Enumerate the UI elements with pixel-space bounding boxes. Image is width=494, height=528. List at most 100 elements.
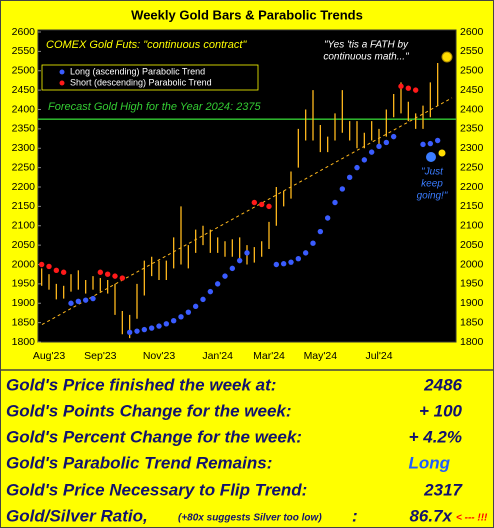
trend-dot bbox=[119, 275, 126, 281]
x-tick-label: May'24 bbox=[304, 350, 338, 362]
trend-dot bbox=[68, 300, 74, 306]
trend-dot bbox=[104, 271, 111, 277]
trend-dot bbox=[38, 261, 45, 268]
y2-tick-label: 2100 bbox=[460, 220, 484, 232]
x-tick-label: Aug'23 bbox=[33, 350, 66, 362]
keep-note: keep bbox=[421, 179, 443, 190]
trend-dot bbox=[324, 215, 331, 221]
y-tick-label: 2500 bbox=[12, 65, 36, 77]
trend-dot bbox=[332, 199, 338, 206]
trend-dot bbox=[280, 261, 287, 267]
trend-dot bbox=[134, 328, 140, 334]
trend-dot bbox=[200, 296, 206, 303]
quote: continuous math..." bbox=[323, 52, 409, 63]
trend-dot bbox=[75, 298, 82, 305]
trend-dot bbox=[207, 288, 214, 295]
legend-label: Short (descending) Parabolic Trend bbox=[70, 77, 212, 87]
y-tick-label: 2600 bbox=[12, 26, 36, 38]
y-tick-label: 1950 bbox=[12, 278, 36, 290]
source-note: COMEX Gold Futs: "continuous contract" bbox=[46, 39, 247, 51]
trend-dot bbox=[295, 255, 302, 262]
stat-label: Gold's Percent Change for the week: bbox=[6, 427, 302, 446]
y2-tick-label: 1900 bbox=[460, 297, 484, 309]
chart-title: Weekly Gold Bars & Parabolic Trends bbox=[131, 7, 363, 22]
ratio-note: (+80x suggests Silver too low) bbox=[178, 513, 322, 524]
trend-dot bbox=[192, 303, 199, 310]
x-tick-label: Nov'23 bbox=[143, 350, 176, 362]
y-tick-label: 2150 bbox=[12, 200, 36, 212]
trend-dot bbox=[288, 259, 294, 265]
trend-line bbox=[41, 97, 453, 326]
y2-tick-label: 2600 bbox=[460, 26, 484, 38]
trend-dot bbox=[420, 141, 426, 148]
y2-tick-label: 2050 bbox=[460, 239, 484, 251]
y-tick-label: 2050 bbox=[12, 239, 36, 251]
trend-dot bbox=[156, 323, 162, 329]
stat-label: Gold's Price Necessary to Flip Trend: bbox=[6, 480, 307, 499]
trend-dot bbox=[310, 240, 316, 246]
stat-value: + 4.2% bbox=[409, 427, 462, 446]
x-tick-label: Jan'24 bbox=[202, 350, 233, 362]
trend-dot bbox=[244, 250, 250, 256]
trend-dot bbox=[405, 85, 412, 91]
y2-tick-label: 2350 bbox=[460, 123, 484, 135]
y-tick-label: 2100 bbox=[12, 220, 36, 232]
trend-dot bbox=[214, 281, 221, 287]
trend-dot bbox=[178, 314, 184, 320]
y2-tick-label: 2400 bbox=[460, 103, 484, 115]
y2-tick-label: 2300 bbox=[460, 142, 484, 154]
legend-label: Long (ascending) Parabolic Trend bbox=[70, 66, 205, 76]
y2-tick-label: 1850 bbox=[460, 316, 484, 328]
y-tick-label: 1800 bbox=[12, 336, 36, 348]
stat-value: 2486 bbox=[423, 375, 462, 394]
ratio-colon: : bbox=[352, 506, 358, 525]
trend-dot bbox=[236, 257, 243, 264]
trend-dot bbox=[383, 139, 390, 146]
y2-tick-label: 2250 bbox=[460, 161, 484, 173]
trend-dot bbox=[339, 186, 346, 192]
y-tick-label: 1900 bbox=[12, 297, 36, 309]
trend-dot bbox=[82, 297, 89, 303]
y2-tick-label: 2000 bbox=[460, 258, 484, 270]
trend-dot bbox=[53, 267, 60, 274]
keep-note: "Just bbox=[421, 167, 444, 178]
trend-dot bbox=[112, 273, 118, 279]
trend-dot bbox=[398, 83, 404, 89]
y2-tick-label: 1800 bbox=[460, 336, 484, 348]
y2-tick-label: 2500 bbox=[460, 65, 484, 77]
stat-value: 2317 bbox=[423, 480, 463, 499]
y-tick-label: 2250 bbox=[12, 161, 36, 173]
ratio-alert: < --- !!! bbox=[456, 513, 488, 524]
y-tick-label: 2400 bbox=[12, 103, 36, 115]
stat-label: Gold's Parabolic Trend Remains: bbox=[6, 453, 272, 472]
y-tick-label: 1850 bbox=[12, 316, 36, 328]
trend-dot bbox=[222, 273, 228, 279]
trend-dot bbox=[412, 87, 419, 93]
trend-dot bbox=[273, 261, 280, 268]
trend-dot bbox=[229, 265, 236, 272]
trend-dot bbox=[163, 321, 170, 327]
y-tick-label: 2000 bbox=[12, 258, 36, 270]
trend-dot bbox=[354, 164, 360, 171]
forecast-label: Forecast Gold High for the Year 2024: 23… bbox=[48, 101, 261, 113]
y-tick-label: 2200 bbox=[12, 181, 36, 193]
x-tick-label: Jul'24 bbox=[365, 350, 392, 362]
trend-dot bbox=[302, 250, 309, 256]
smiley bbox=[441, 51, 453, 63]
trend-dot bbox=[427, 140, 434, 147]
stat-label: Gold's Points Change for the week: bbox=[6, 401, 292, 420]
y-tick-label: 2450 bbox=[12, 84, 36, 96]
legend-marker bbox=[59, 69, 65, 75]
quote: "Yes 'tis a FATH by bbox=[324, 40, 409, 51]
trend-dot bbox=[90, 295, 96, 302]
trend-dot bbox=[266, 203, 272, 210]
y-tick-label: 2300 bbox=[12, 142, 36, 154]
trend-dot bbox=[368, 149, 375, 155]
keep-note: going!" bbox=[417, 191, 448, 202]
smiley bbox=[438, 149, 446, 157]
trend-dot bbox=[141, 326, 148, 333]
trend-dot bbox=[97, 269, 104, 275]
smiley bbox=[426, 152, 436, 162]
trend-dot bbox=[170, 317, 177, 324]
